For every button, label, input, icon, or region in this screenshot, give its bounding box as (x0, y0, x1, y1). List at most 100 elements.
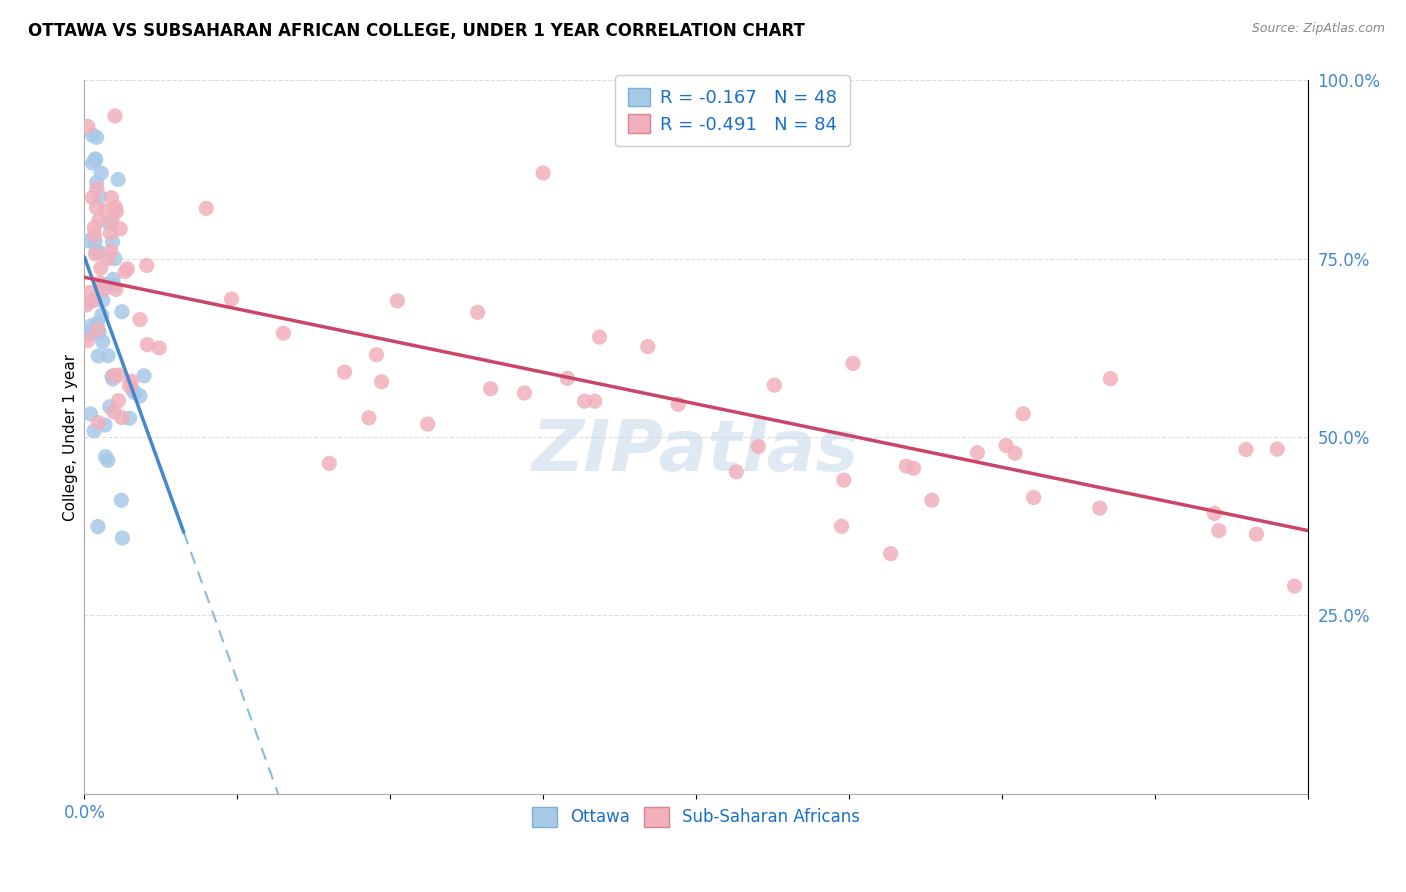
Point (77, 326, 100, 341)
Point (77, 234, 100, 248)
Point (100, 191, 122, 205)
Point (370, 375, 392, 389)
Point (333, 365, 356, 379)
Point (1004, 446, 1026, 460)
Point (94, 450, 117, 464)
Point (557, 371, 579, 385)
Point (513, 385, 536, 400)
Point (103, 405, 125, 419)
Point (87, 213, 110, 227)
Point (357, 410, 380, 425)
Point (76, 334, 98, 348)
Point (842, 356, 865, 370)
Point (129, 312, 152, 326)
Point (84, 153, 107, 167)
Point (89, 245, 111, 260)
Point (87, 416, 110, 430)
Point (366, 348, 388, 362)
Point (896, 459, 918, 474)
Point (921, 493, 943, 508)
Point (77, 120, 100, 134)
Point (1246, 527, 1268, 541)
Point (86, 316, 108, 330)
Point (77, 294, 100, 309)
Point (87, 519, 110, 533)
Point (86, 182, 108, 196)
Point (82, 128, 104, 143)
Point (1022, 491, 1045, 505)
Text: OTTAWA VS SUBSAHARAN AFRICAN COLLEGE, UNDER 1 YEAR CORRELATION CHART: OTTAWA VS SUBSAHARAN AFRICAN COLLEGE, UN… (28, 22, 806, 40)
Point (583, 394, 606, 409)
Point (118, 379, 141, 393)
Point (87, 349, 110, 363)
Point (832, 473, 855, 487)
Point (107, 368, 129, 383)
Point (89, 189, 111, 203)
Point (83, 228, 105, 243)
Point (273, 326, 295, 341)
Point (82, 190, 104, 204)
Point (100, 244, 122, 259)
Point (94, 203, 117, 218)
Text: ZIPatlas: ZIPatlas (533, 417, 859, 486)
Point (111, 304, 134, 318)
Point (103, 278, 125, 293)
Point (995, 438, 1018, 452)
Point (111, 410, 134, 425)
Text: Source: ZipAtlas.com: Source: ZipAtlas.com (1251, 22, 1385, 36)
Point (93, 277, 115, 292)
Point (101, 372, 124, 386)
Point (86, 176, 108, 190)
Point (84, 244, 107, 258)
Point (87, 326, 110, 341)
Point (82, 156, 104, 170)
Point (747, 440, 769, 454)
Point (1204, 507, 1226, 521)
Point (903, 461, 925, 475)
Point (107, 172, 129, 186)
Point (90, 308, 112, 322)
Point (86, 201, 108, 215)
Point (121, 374, 143, 388)
Point (87, 325, 110, 339)
Point (318, 457, 340, 471)
Point (763, 378, 786, 392)
Point (1284, 579, 1306, 593)
Point (98, 227, 121, 241)
Point (1265, 442, 1288, 457)
Point (110, 222, 132, 236)
Point (966, 446, 988, 460)
Point (90, 166, 112, 180)
Point (105, 204, 128, 219)
Point (831, 519, 853, 533)
Point (94, 418, 117, 433)
Point (1208, 524, 1230, 538)
Point (91, 293, 114, 308)
Point (75, 298, 97, 312)
Point (84, 234, 107, 248)
Point (195, 202, 218, 216)
Point (101, 214, 124, 228)
Point (1099, 371, 1122, 385)
Point (104, 252, 127, 266)
Point (467, 305, 489, 319)
Point (82, 293, 104, 308)
Point (416, 417, 439, 431)
Point (91, 334, 114, 349)
Point (104, 282, 127, 296)
Point (135, 259, 157, 273)
Point (79, 407, 101, 421)
Point (79, 285, 101, 300)
Point (387, 293, 409, 308)
Point (111, 531, 134, 545)
Point (114, 264, 136, 278)
Point (97, 252, 120, 266)
Point (86, 322, 108, 336)
Point (83, 424, 105, 438)
Point (101, 272, 124, 286)
Point (124, 385, 146, 400)
Point (80, 318, 103, 333)
Point (118, 411, 141, 425)
Point (97, 453, 120, 467)
Legend: Ottawa, Sub-Saharan Africans: Ottawa, Sub-Saharan Africans (523, 798, 869, 836)
